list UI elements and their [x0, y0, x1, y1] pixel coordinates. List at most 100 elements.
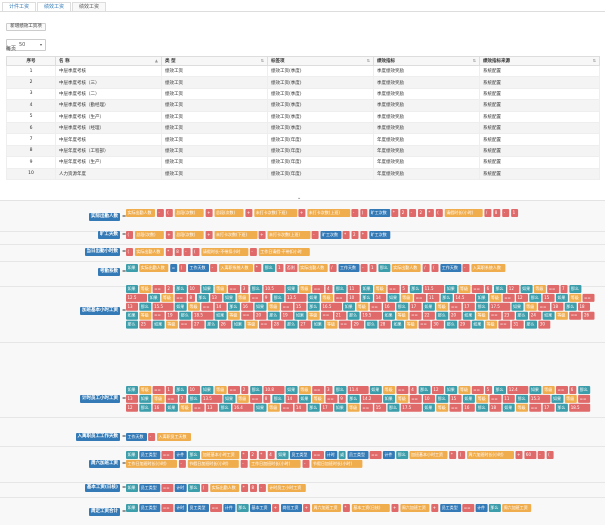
formula-token[interactable]: 18 — [578, 302, 590, 311]
formula-token[interactable]: 那么 — [272, 293, 285, 302]
formula-token[interactable]: 等级 — [374, 285, 387, 293]
formula-token[interactable]: 11 — [347, 285, 360, 293]
formula-token[interactable]: 20 — [254, 311, 267, 320]
formula-token[interactable]: 那么 — [564, 302, 577, 311]
formula-token[interactable]: 等级 — [179, 403, 191, 412]
formula-token[interactable]: 11 — [502, 394, 515, 403]
formula-token[interactable]: 如果 — [555, 293, 568, 302]
formula-token[interactable]: 那么 — [555, 403, 568, 412]
table-row[interactable]: 8 中层年度考核（工程部） 绩效工资 绩效工资(年度) 年度绩效奖励 系统配置 — [6, 145, 600, 158]
formula-token[interactable]: 那么 — [250, 386, 262, 394]
formula-token[interactable]: 11 — [427, 293, 440, 302]
formula-token[interactable]: 那么 — [307, 403, 320, 412]
formula-token[interactable]: == — [369, 302, 382, 311]
formula-token[interactable]: == — [449, 403, 462, 412]
formula-token[interactable]: 那么 — [488, 504, 501, 512]
formula-token[interactable]: 工作日请假-不带扣小时 — [258, 248, 311, 256]
formula-label[interactable]: 考勤系数 — [98, 268, 120, 277]
formula-token[interactable]: == — [334, 293, 347, 302]
formula-token[interactable]: - — [249, 248, 258, 256]
formula-token[interactable]: 等级 — [383, 386, 395, 394]
formula-token[interactable]: 如果 — [298, 394, 311, 403]
formula-token[interactable]: ( — [165, 209, 174, 217]
formula-token[interactable]: 15 — [294, 302, 307, 311]
formula-token[interactable]: 11.5 — [423, 285, 444, 293]
formula-token[interactable]: 如果 — [223, 293, 236, 302]
formula-token[interactable]: 工作天数 — [338, 264, 360, 272]
formula-token[interactable]: 如果 — [462, 311, 475, 320]
formula-token[interactable]: 等级 — [298, 285, 311, 293]
formula-token[interactable]: 22 — [422, 311, 435, 320]
formula-token[interactable]: 员工类型 — [188, 504, 209, 512]
formula-token[interactable]: 旷工次数 — [320, 231, 342, 239]
formula-token[interactable]: 如果 — [476, 293, 488, 302]
formula-token[interactable]: - — [183, 248, 191, 256]
formula-token[interactable]: 如果 — [361, 285, 373, 293]
formula-token[interactable]: 5 — [400, 285, 409, 293]
formula-token[interactable]: 等级 — [245, 320, 258, 329]
table-row[interactable]: 1 中层季度考核 绩效工资 绩效工资(季度) 季度绩效奖励 系统配置 — [6, 65, 600, 78]
formula-token[interactable]: 13.5 — [201, 394, 222, 403]
formula-token[interactable]: 那么 — [516, 311, 528, 320]
formula-token[interactable]: 13 — [205, 403, 218, 412]
tab-performance-active[interactable]: 绩效工资 — [72, 2, 107, 12]
formula-token[interactable]: == — [201, 302, 214, 311]
formula-token[interactable]: 等级 — [485, 320, 497, 329]
formula-token[interactable]: == — [321, 311, 333, 320]
formula-token[interactable]: 那么 — [347, 311, 360, 320]
col-header-tag[interactable]: 标签项 ⇅ — [267, 56, 374, 66]
formula-token[interactable]: * — [391, 209, 399, 217]
formula-token[interactable]: == — [161, 484, 174, 492]
formula-token[interactable]: 如果 — [126, 311, 138, 320]
formula-token[interactable]: 等级 — [236, 394, 249, 403]
formula-token[interactable]: 如果 — [285, 285, 298, 293]
formula-token[interactable]: 16 — [462, 403, 475, 412]
formula-label[interactable]: 加班基本小时工资 — [80, 307, 120, 316]
formula-token[interactable]: - — [537, 451, 546, 459]
formula-token[interactable]: 等级 — [214, 285, 227, 293]
formula-token[interactable]: 基本工资(日核) — [351, 504, 390, 512]
formula-token[interactable]: + — [303, 504, 311, 512]
add-performance-button[interactable]: 新增绩效工资项 — [6, 23, 46, 31]
formula-token[interactable]: 那么 — [139, 302, 152, 311]
formula-token[interactable]: 如果 — [392, 320, 404, 329]
table-row[interactable]: 5 中层季度考核（生产） 绩效工资 绩效工资(季度) 季度绩效奖励 系统配置 — [6, 111, 600, 123]
formula-token[interactable]: 1 — [165, 386, 174, 394]
col-header-index[interactable]: 序号 — [6, 56, 56, 66]
formula-token[interactable]: 计件 — [475, 504, 488, 512]
formula-token[interactable]: 10 — [188, 386, 200, 394]
formula-token[interactable]: == — [152, 386, 165, 394]
formula-token[interactable]: 如果 — [462, 394, 475, 403]
formula-token[interactable]: 等级 — [569, 293, 581, 302]
formula-token[interactable]: == — [489, 311, 502, 320]
formula-token[interactable]: 员工类型 — [139, 504, 160, 512]
formula-token[interactable]: 10.5 — [263, 285, 285, 293]
formula-token[interactable]: 工作天数 — [440, 264, 461, 272]
formula-token[interactable]: 17 — [409, 302, 422, 311]
formula-token[interactable]: == — [489, 394, 502, 403]
formula-token[interactable]: 等级 — [236, 293, 249, 302]
formula-token[interactable]: 入离职员工天数 — [157, 433, 191, 441]
formula-token[interactable]: 那么 — [334, 285, 347, 293]
formula-token[interactable]: 工作日加班时长(小时) — [249, 459, 301, 468]
formula-token[interactable]: 那么 — [525, 320, 537, 329]
formula-token[interactable]: 19.5 — [360, 311, 382, 320]
formula-token[interactable]: 21 — [334, 311, 347, 320]
formula-token[interactable]: 29 — [458, 320, 471, 329]
formula-token[interactable]: 那么 — [578, 386, 590, 394]
formula-token[interactable]: 那么 — [263, 264, 275, 272]
formula-token[interactable]: / — [422, 264, 430, 272]
formula-token[interactable]: 那么 — [188, 394, 200, 403]
formula-token[interactable]: 17 — [321, 403, 333, 412]
formula-token[interactable]: == — [281, 302, 293, 311]
formula-token[interactable]: 等级 — [436, 302, 448, 311]
formula-token[interactable]: 如果 — [502, 403, 515, 412]
formula-token[interactable]: 那么 — [396, 451, 408, 459]
formula-token[interactable]: 实际出勤人数 — [139, 264, 169, 272]
formula-token[interactable]: 如果 — [343, 302, 355, 311]
formula-token[interactable]: == — [471, 386, 484, 394]
formula-token[interactable]: 如果 — [201, 386, 214, 394]
formula-token[interactable]: 等级 — [564, 394, 577, 403]
formula-token[interactable]: 16.4 — [232, 403, 253, 412]
formula-token[interactable]: 计件 — [174, 451, 187, 459]
